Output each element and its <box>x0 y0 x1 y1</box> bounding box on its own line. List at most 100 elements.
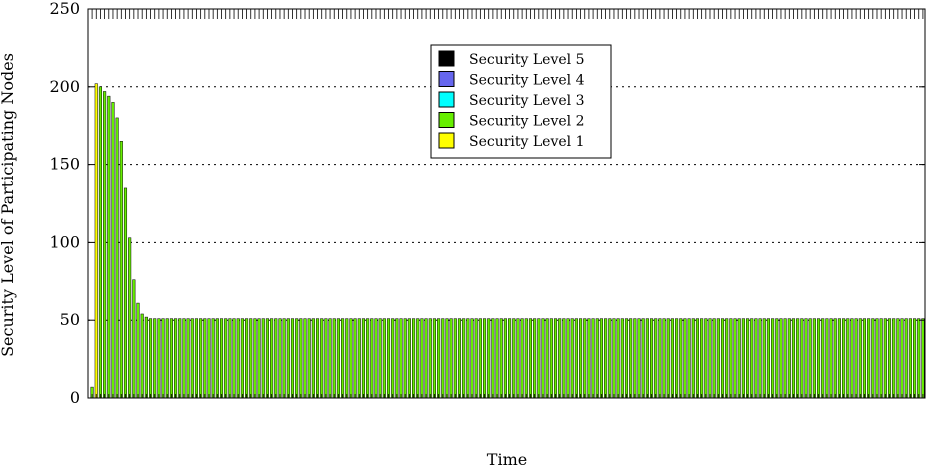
bar <box>675 318 679 399</box>
legend-swatch <box>438 132 455 149</box>
bar <box>904 318 908 399</box>
y-axis-ticks: 0 50 100 150 200 250 <box>49 0 925 407</box>
bar <box>403 318 407 399</box>
bar <box>825 318 829 399</box>
bar <box>741 318 745 399</box>
bar <box>462 318 466 399</box>
bar <box>399 318 403 399</box>
bar <box>833 318 837 399</box>
bar <box>808 318 812 399</box>
legend-swatch <box>438 50 455 67</box>
bar <box>771 318 775 399</box>
legend-box <box>430 44 612 159</box>
bar <box>620 318 624 399</box>
bar <box>779 318 783 399</box>
bar <box>328 318 332 399</box>
bar <box>253 318 257 399</box>
bar <box>587 318 591 399</box>
bar <box>712 318 716 399</box>
bar <box>353 318 357 399</box>
bar <box>812 318 816 399</box>
bar <box>883 318 887 399</box>
bar <box>821 318 825 399</box>
bar <box>783 318 787 399</box>
bar <box>750 318 754 399</box>
bar <box>900 318 904 399</box>
bar <box>274 318 278 399</box>
bar <box>666 318 670 399</box>
bar <box>629 318 633 399</box>
legend-label: Security Level 5 <box>469 52 585 68</box>
bar <box>829 318 833 399</box>
bar <box>349 318 353 399</box>
legend-swatch <box>438 112 455 128</box>
bar <box>412 318 416 399</box>
bar <box>633 318 637 399</box>
bar <box>800 318 804 399</box>
bar <box>508 318 512 399</box>
bar <box>637 318 641 399</box>
bar <box>679 318 683 399</box>
bar <box>683 318 687 399</box>
bar <box>94 83 98 399</box>
bar <box>199 318 203 399</box>
bar <box>616 318 620 399</box>
bar <box>203 318 207 399</box>
bar <box>407 318 411 399</box>
bar <box>424 318 428 399</box>
y-tick-label: 50 <box>60 310 80 329</box>
bar <box>858 318 862 399</box>
bar <box>599 318 603 399</box>
bar <box>499 318 503 399</box>
x-axis-ticks <box>91 9 924 398</box>
bar <box>879 318 883 399</box>
bar <box>249 318 253 399</box>
bar <box>512 318 516 399</box>
bar <box>541 318 545 399</box>
bar <box>478 318 482 399</box>
bar <box>324 318 328 399</box>
bar <box>791 318 796 399</box>
legend-label: Security Level 4 <box>469 73 585 89</box>
bar <box>307 318 311 399</box>
y-tick-label: 0 <box>70 388 80 407</box>
bar <box>257 318 261 399</box>
bar <box>787 318 791 399</box>
bar <box>495 318 499 399</box>
bar <box>466 318 470 399</box>
bar <box>867 318 871 399</box>
bar <box>604 318 608 399</box>
bar <box>846 318 850 399</box>
bar <box>487 318 491 399</box>
bar <box>612 318 616 399</box>
legend-label: Security Level 1 <box>469 134 585 150</box>
y-tick-label: 100 <box>49 232 80 251</box>
bar <box>295 318 299 399</box>
bar <box>228 318 232 399</box>
bar <box>579 318 583 399</box>
bar <box>144 316 148 399</box>
bar <box>595 318 599 399</box>
bar <box>186 318 190 399</box>
bar <box>123 187 128 399</box>
bar <box>336 318 340 399</box>
bar <box>261 318 265 399</box>
bar <box>896 318 900 399</box>
bar <box>286 318 290 399</box>
bar <box>624 318 629 399</box>
bar <box>733 318 737 399</box>
bar <box>796 318 800 399</box>
bar <box>545 318 549 399</box>
legend-label: Security Level 3 <box>469 93 585 109</box>
bar <box>332 318 336 399</box>
bar <box>729 318 733 399</box>
bar <box>428 318 432 399</box>
bar <box>528 318 533 399</box>
bar <box>345 318 349 399</box>
bar <box>566 318 570 399</box>
bar <box>194 318 199 399</box>
bar <box>842 318 846 399</box>
bar <box>482 318 487 399</box>
bar <box>520 318 524 399</box>
bar <box>775 318 779 399</box>
